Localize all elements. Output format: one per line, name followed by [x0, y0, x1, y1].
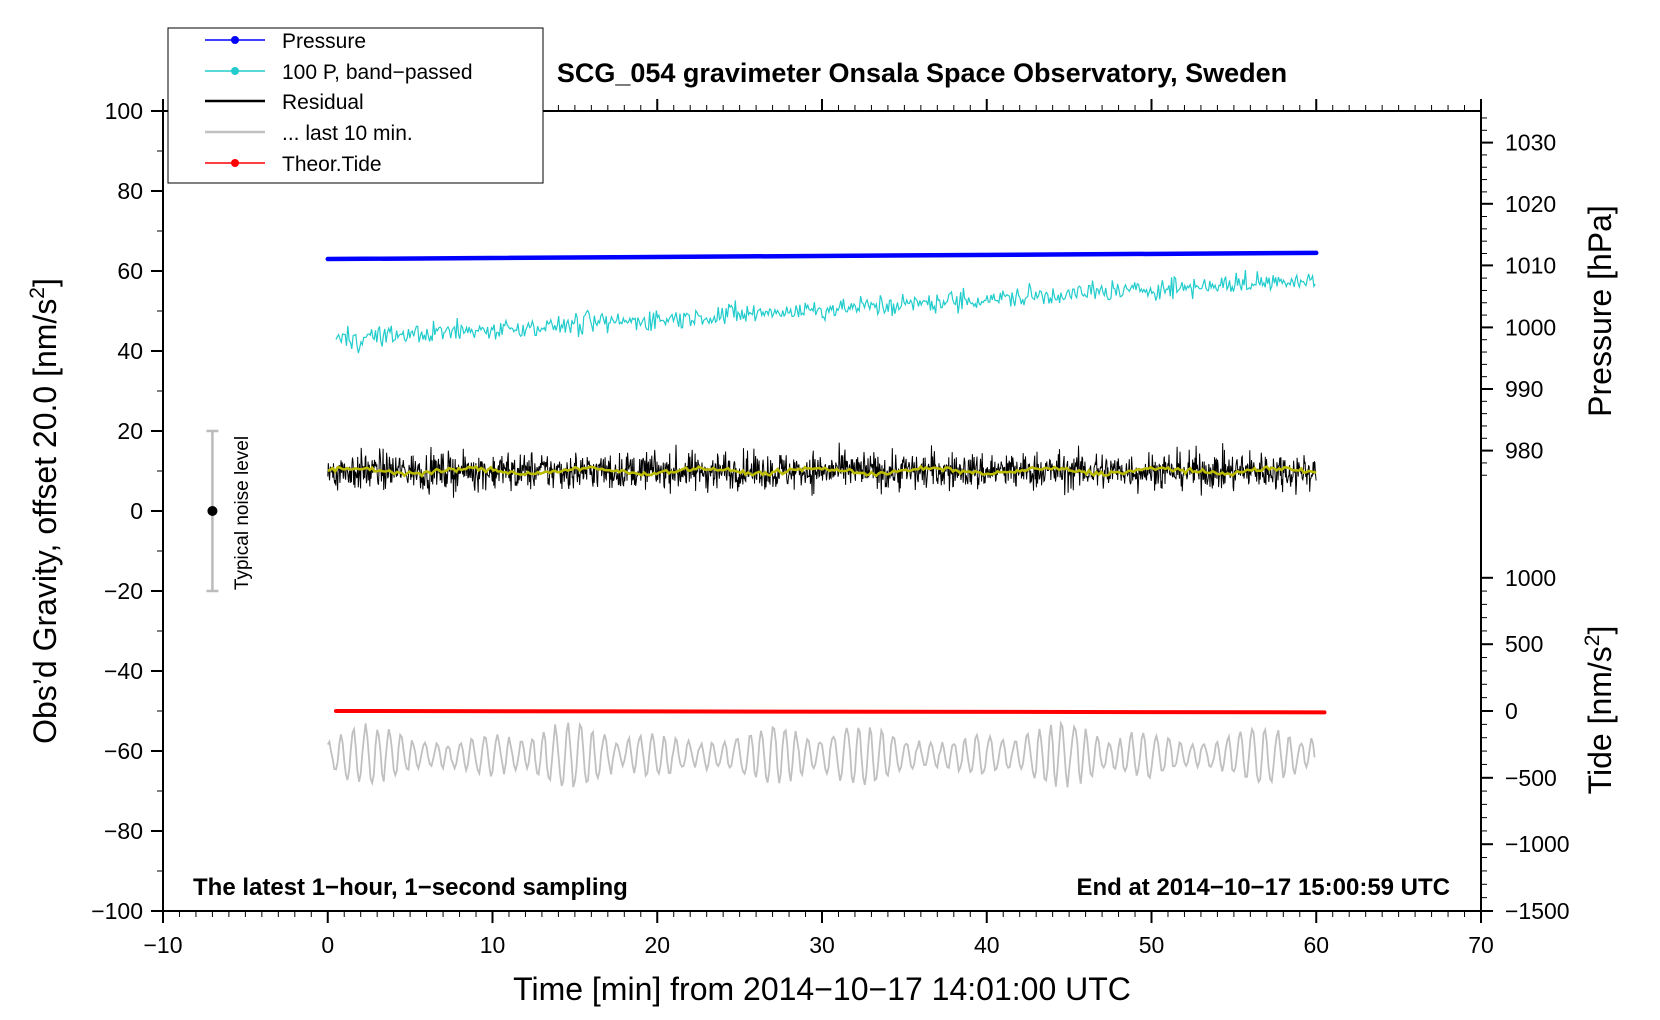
legend-label-band-passed: 100 P, band−passed	[282, 61, 473, 84]
y-tick-label: 80	[117, 178, 143, 204]
tide-axis-title: Tide [nm/s2]	[1581, 626, 1618, 795]
pressure-axis-title: Pressure [hPa]	[1582, 205, 1618, 417]
legend-box	[167, 27, 544, 184]
tide-tick-label: 500	[1505, 631, 1543, 657]
legend-marker-pressure	[231, 36, 239, 44]
y-axis-ticks: 100 80 60 40 20 0 −20 −40 −60 −80 −100	[91, 98, 163, 924]
tide-tick-label: −500	[1505, 765, 1557, 791]
annotation-end-time: End at 2014−10−17 15:00:59 UTC	[1076, 874, 1450, 901]
x-tick-label: 60	[1303, 932, 1329, 958]
pressure-tick-label: 1020	[1505, 191, 1556, 217]
series-running-mean	[327, 464, 1317, 478]
plot-area-frame	[162, 110, 1482, 912]
typical-noise-label: Typical noise level	[232, 436, 253, 590]
noise-bar-center-dot	[207, 506, 218, 516]
series-last-10-min	[327, 720, 1316, 788]
tide-axis-title-base: Tide [nm/s	[1582, 646, 1618, 794]
legend-label-theor-tide: Theor.Tide	[282, 153, 382, 176]
y-tick-label: 40	[117, 338, 143, 364]
y-axis-title-base: Obs’d Gravity, offset 20.0 [nm/s	[27, 299, 63, 744]
legend: Pressure 100 P, band−passed Residual ...…	[167, 27, 544, 184]
annotation-sampling: The latest 1−hour, 1−second sampling	[193, 874, 628, 901]
legend-marker-band-passed	[231, 67, 239, 75]
x-tick-label: 70	[1468, 932, 1494, 958]
y-axis-title: Obs’d Gravity, offset 20.0 [nm/s2]	[26, 278, 63, 744]
legend-label-last-10-min: ... last 10 min.	[282, 122, 413, 145]
tide-tick-label: 1000	[1505, 565, 1556, 591]
x-tick-label: 50	[1139, 932, 1165, 958]
x-axis-title: Time [min] from 2014−10−17 14:01:00 UTC	[513, 971, 1131, 1007]
chart-title: SCG_054 gravimeter Onsala Space Observat…	[557, 58, 1287, 88]
y-tick-label: 0	[130, 498, 143, 524]
legend-marker-theor-tide	[231, 159, 239, 167]
x-tick-label: 20	[644, 932, 670, 958]
legend-label-pressure: Pressure	[282, 30, 366, 53]
y-tick-label: −20	[104, 578, 143, 604]
x-tick-label: 30	[809, 932, 835, 958]
y-tick-label: 60	[117, 258, 143, 284]
tide-axis-ticks: 1000 500 0 −500 −1000 −1500	[1481, 565, 1570, 924]
y-tick-label: −80	[104, 818, 143, 844]
x-tick-label: −10	[143, 932, 182, 958]
typical-noise-bar	[206, 429, 219, 593]
series-residual	[327, 442, 1317, 498]
y-tick-label: 100	[105, 98, 143, 124]
tide-tick-label: 0	[1505, 698, 1518, 724]
y-tick-label: −40	[104, 658, 143, 684]
series-theor-tide	[333, 709, 1327, 715]
pressure-tick-label: 1000	[1505, 314, 1556, 340]
x-tick-label: 0	[321, 932, 334, 958]
y-tick-label: −60	[104, 738, 143, 764]
tide-axis-title-end: ]	[1582, 626, 1618, 635]
x-tick-label: 40	[974, 932, 1000, 958]
tide-tick-label: −1000	[1505, 831, 1570, 857]
series-layer	[325, 250, 1327, 788]
y-axis-title-end: ]	[27, 278, 63, 287]
pressure-axis-ticks: 1030 1020 1010 1000 990 980	[1481, 117, 1556, 476]
pressure-tick-label: 990	[1505, 376, 1543, 402]
pressure-tick-label: 1030	[1505, 130, 1556, 156]
tide-tick-label: −1500	[1505, 898, 1570, 924]
pressure-tick-label: 980	[1505, 438, 1543, 464]
x-axis-ticks: −10 0 10 20 30 40 50 60 70	[143, 99, 1494, 958]
tide-axis-title-sup: 2	[1581, 635, 1604, 647]
legend-label-residual: Residual	[282, 91, 364, 114]
y-tick-label: 20	[117, 418, 143, 444]
series-pressure	[325, 250, 1319, 262]
pressure-tick-label: 1010	[1505, 252, 1556, 278]
x-tick-label: 10	[480, 932, 506, 958]
y-axis-title-sup: 2	[26, 287, 49, 299]
y-tick-label: −100	[91, 898, 143, 924]
series-band-passed-pressure	[335, 270, 1316, 354]
